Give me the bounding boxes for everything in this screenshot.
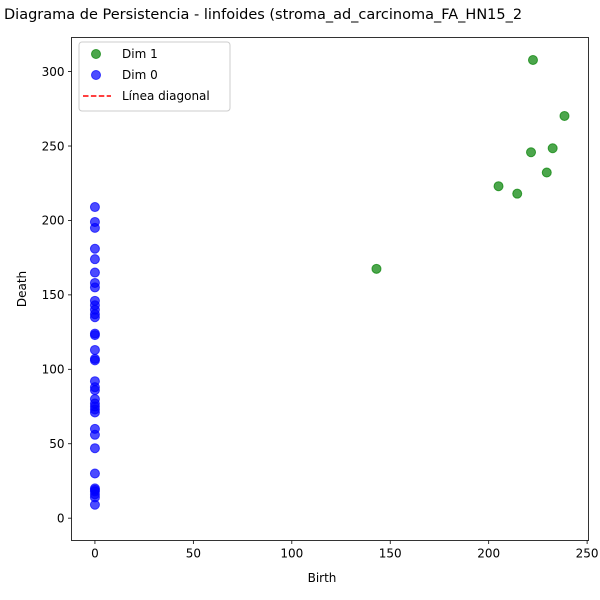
points-layer xyxy=(89,54,570,510)
ticks-layer: 0 50 100 150 200 250 0 50 100 150 200 250 300 xyxy=(42,65,599,561)
dim1-point-0 xyxy=(371,263,382,274)
dim0-point-32 xyxy=(89,243,100,254)
x-axis-label: Birth xyxy=(308,571,337,585)
dim0-point-34 xyxy=(89,216,100,227)
dim1-point-4 xyxy=(527,54,538,65)
legend-marker-dim1 xyxy=(91,49,101,59)
dim0-point-5 xyxy=(89,483,100,494)
dim0-point-29 xyxy=(89,277,100,288)
x-tick-label-0: 0 xyxy=(91,547,99,561)
dim0-point-30 xyxy=(89,267,100,278)
dim1-point-1 xyxy=(493,181,504,192)
dim0-point-27 xyxy=(89,295,100,306)
x-tick-label-100: 100 xyxy=(280,547,303,561)
dim1-point-6 xyxy=(547,143,558,154)
dim1-point-3 xyxy=(526,147,537,158)
y-tick-label-150: 150 xyxy=(42,288,65,302)
y-tick-label-100: 100 xyxy=(42,363,65,377)
dim0-point-35 xyxy=(89,202,100,213)
y-tick-label-200: 200 xyxy=(42,214,65,228)
dim1-point-5 xyxy=(541,167,552,178)
legend-marker-dim0 xyxy=(91,70,101,80)
legend: Dim 1 Dim 0 Línea diagonal xyxy=(78,41,231,112)
x-tick-label-50: 50 xyxy=(186,547,201,561)
dim1-point-2 xyxy=(512,188,523,199)
dim0-point-22 xyxy=(89,328,100,339)
y-tick-label-300: 300 xyxy=(42,65,65,79)
dim0-point-6 xyxy=(89,468,100,479)
legend-label-dim1: Dim 1 xyxy=(122,47,158,61)
chart-title: Diagrama de Persistencia - linfoides (st… xyxy=(4,7,522,23)
dim1-point-7 xyxy=(559,110,570,121)
dim0-point-17 xyxy=(89,376,100,387)
x-tick-label-150: 150 xyxy=(379,547,402,561)
y-tick-label-250: 250 xyxy=(42,139,65,153)
dim0-point-20 xyxy=(89,344,100,355)
legend-label-dim0: Dim 0 xyxy=(122,68,158,82)
legend-box xyxy=(78,41,231,112)
x-tick-label-250: 250 xyxy=(576,547,599,561)
dim0-point-14 xyxy=(89,394,100,405)
dim0-point-19 xyxy=(89,353,100,364)
y-tick-label-0: 0 xyxy=(57,511,65,525)
plot-area-frame xyxy=(71,37,589,541)
dim0-point-9 xyxy=(89,423,100,434)
y-tick-label-50: 50 xyxy=(49,437,64,451)
x-tick-label-200: 200 xyxy=(477,547,500,561)
dim0-point-7 xyxy=(89,443,100,454)
y-axis-label: Death xyxy=(15,271,29,307)
dim0-point-31 xyxy=(89,254,100,265)
legend-label-diagonal: Línea diagonal xyxy=(122,89,210,103)
